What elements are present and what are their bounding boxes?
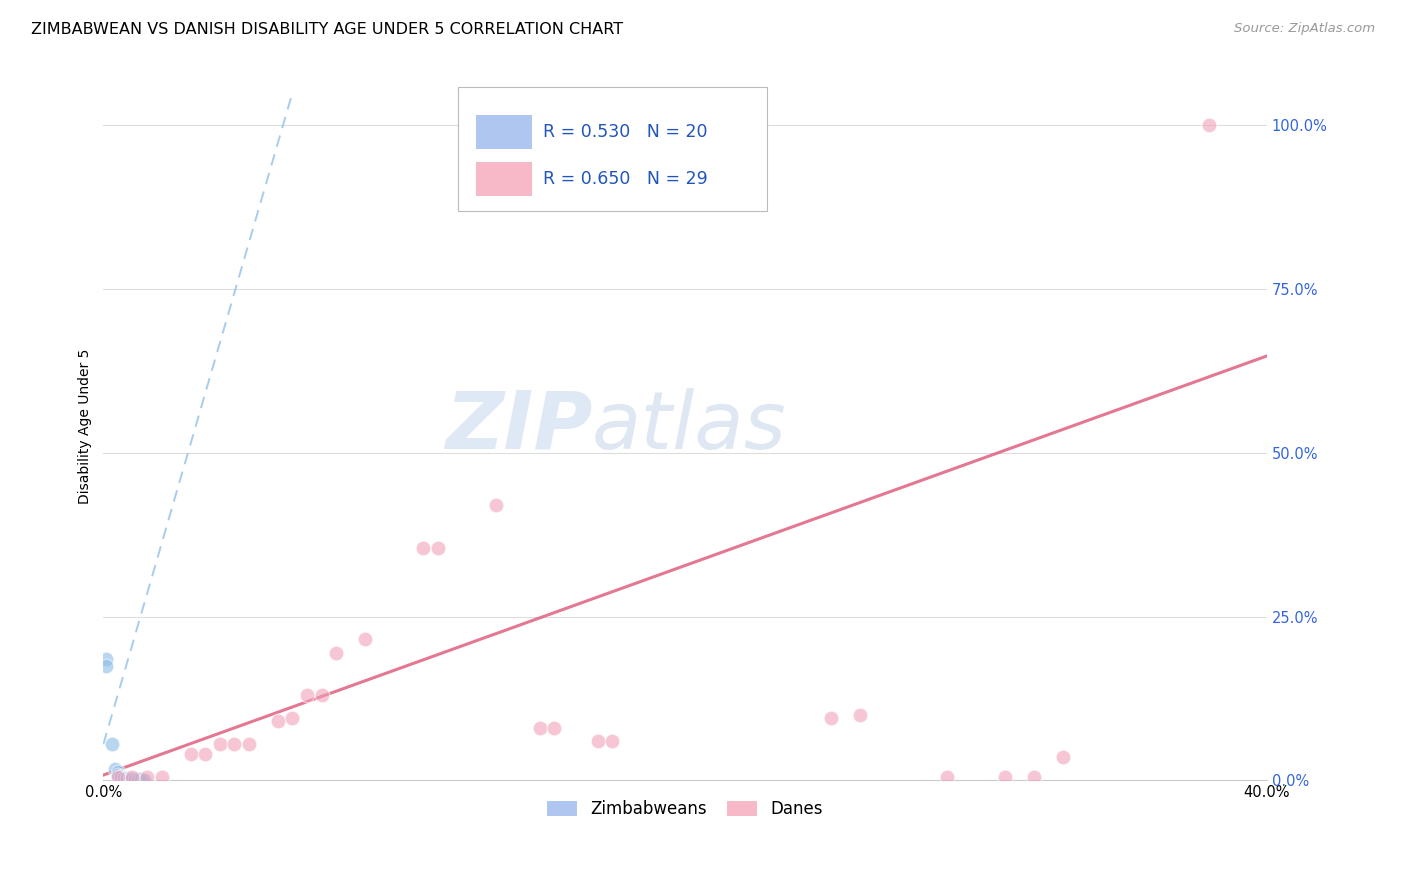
FancyBboxPatch shape — [458, 87, 766, 211]
Point — [180, 747, 202, 761]
Point — [124, 772, 146, 786]
Point — [820, 711, 842, 725]
Point — [107, 770, 129, 784]
Point — [115, 772, 138, 786]
Point — [110, 769, 132, 783]
Point — [107, 768, 129, 782]
Bar — [475, 162, 531, 196]
Text: R = 0.530   N = 20: R = 0.530 N = 20 — [543, 123, 707, 141]
Point — [129, 772, 152, 786]
Point — [101, 737, 124, 751]
Point — [96, 658, 118, 673]
Point — [412, 541, 434, 555]
Point — [1052, 750, 1074, 764]
Point — [485, 498, 508, 512]
Point — [426, 541, 449, 555]
Text: ZIP: ZIP — [444, 388, 592, 466]
Text: R = 0.650   N = 29: R = 0.650 N = 29 — [543, 170, 709, 188]
Text: Source: ZipAtlas.com: Source: ZipAtlas.com — [1234, 22, 1375, 36]
Point — [96, 652, 118, 666]
Point — [115, 772, 138, 786]
Point — [110, 770, 132, 784]
Point — [127, 772, 149, 786]
Point — [121, 772, 143, 786]
Point — [121, 770, 143, 784]
Point — [150, 770, 173, 784]
Point — [586, 734, 609, 748]
Legend: Zimbabweans, Danes: Zimbabweans, Danes — [541, 794, 830, 825]
Point — [543, 721, 565, 735]
Point — [118, 772, 141, 786]
Y-axis label: Disability Age Under 5: Disability Age Under 5 — [79, 349, 93, 504]
Point — [354, 632, 377, 647]
Point — [112, 771, 135, 785]
Point — [121, 772, 143, 786]
Point — [208, 737, 231, 751]
Point — [267, 714, 290, 729]
Point — [194, 747, 217, 761]
Point — [136, 770, 159, 784]
Point — [1024, 770, 1046, 784]
Point — [295, 688, 318, 702]
Point — [936, 770, 959, 784]
Bar — [475, 115, 531, 149]
Point — [104, 762, 127, 776]
Point — [281, 711, 304, 725]
Point — [1198, 119, 1220, 133]
Point — [602, 734, 624, 748]
Point — [848, 707, 870, 722]
Text: atlas: atlas — [592, 388, 787, 466]
Point — [112, 771, 135, 785]
Point — [529, 721, 551, 735]
Point — [325, 646, 347, 660]
Point — [107, 764, 129, 779]
Text: ZIMBABWEAN VS DANISH DISABILITY AGE UNDER 5 CORRELATION CHART: ZIMBABWEAN VS DANISH DISABILITY AGE UNDE… — [31, 22, 623, 37]
Point — [238, 737, 260, 751]
Point — [118, 772, 141, 786]
Point — [994, 770, 1017, 784]
Point — [224, 737, 246, 751]
Point — [132, 772, 155, 787]
Point — [311, 688, 333, 702]
